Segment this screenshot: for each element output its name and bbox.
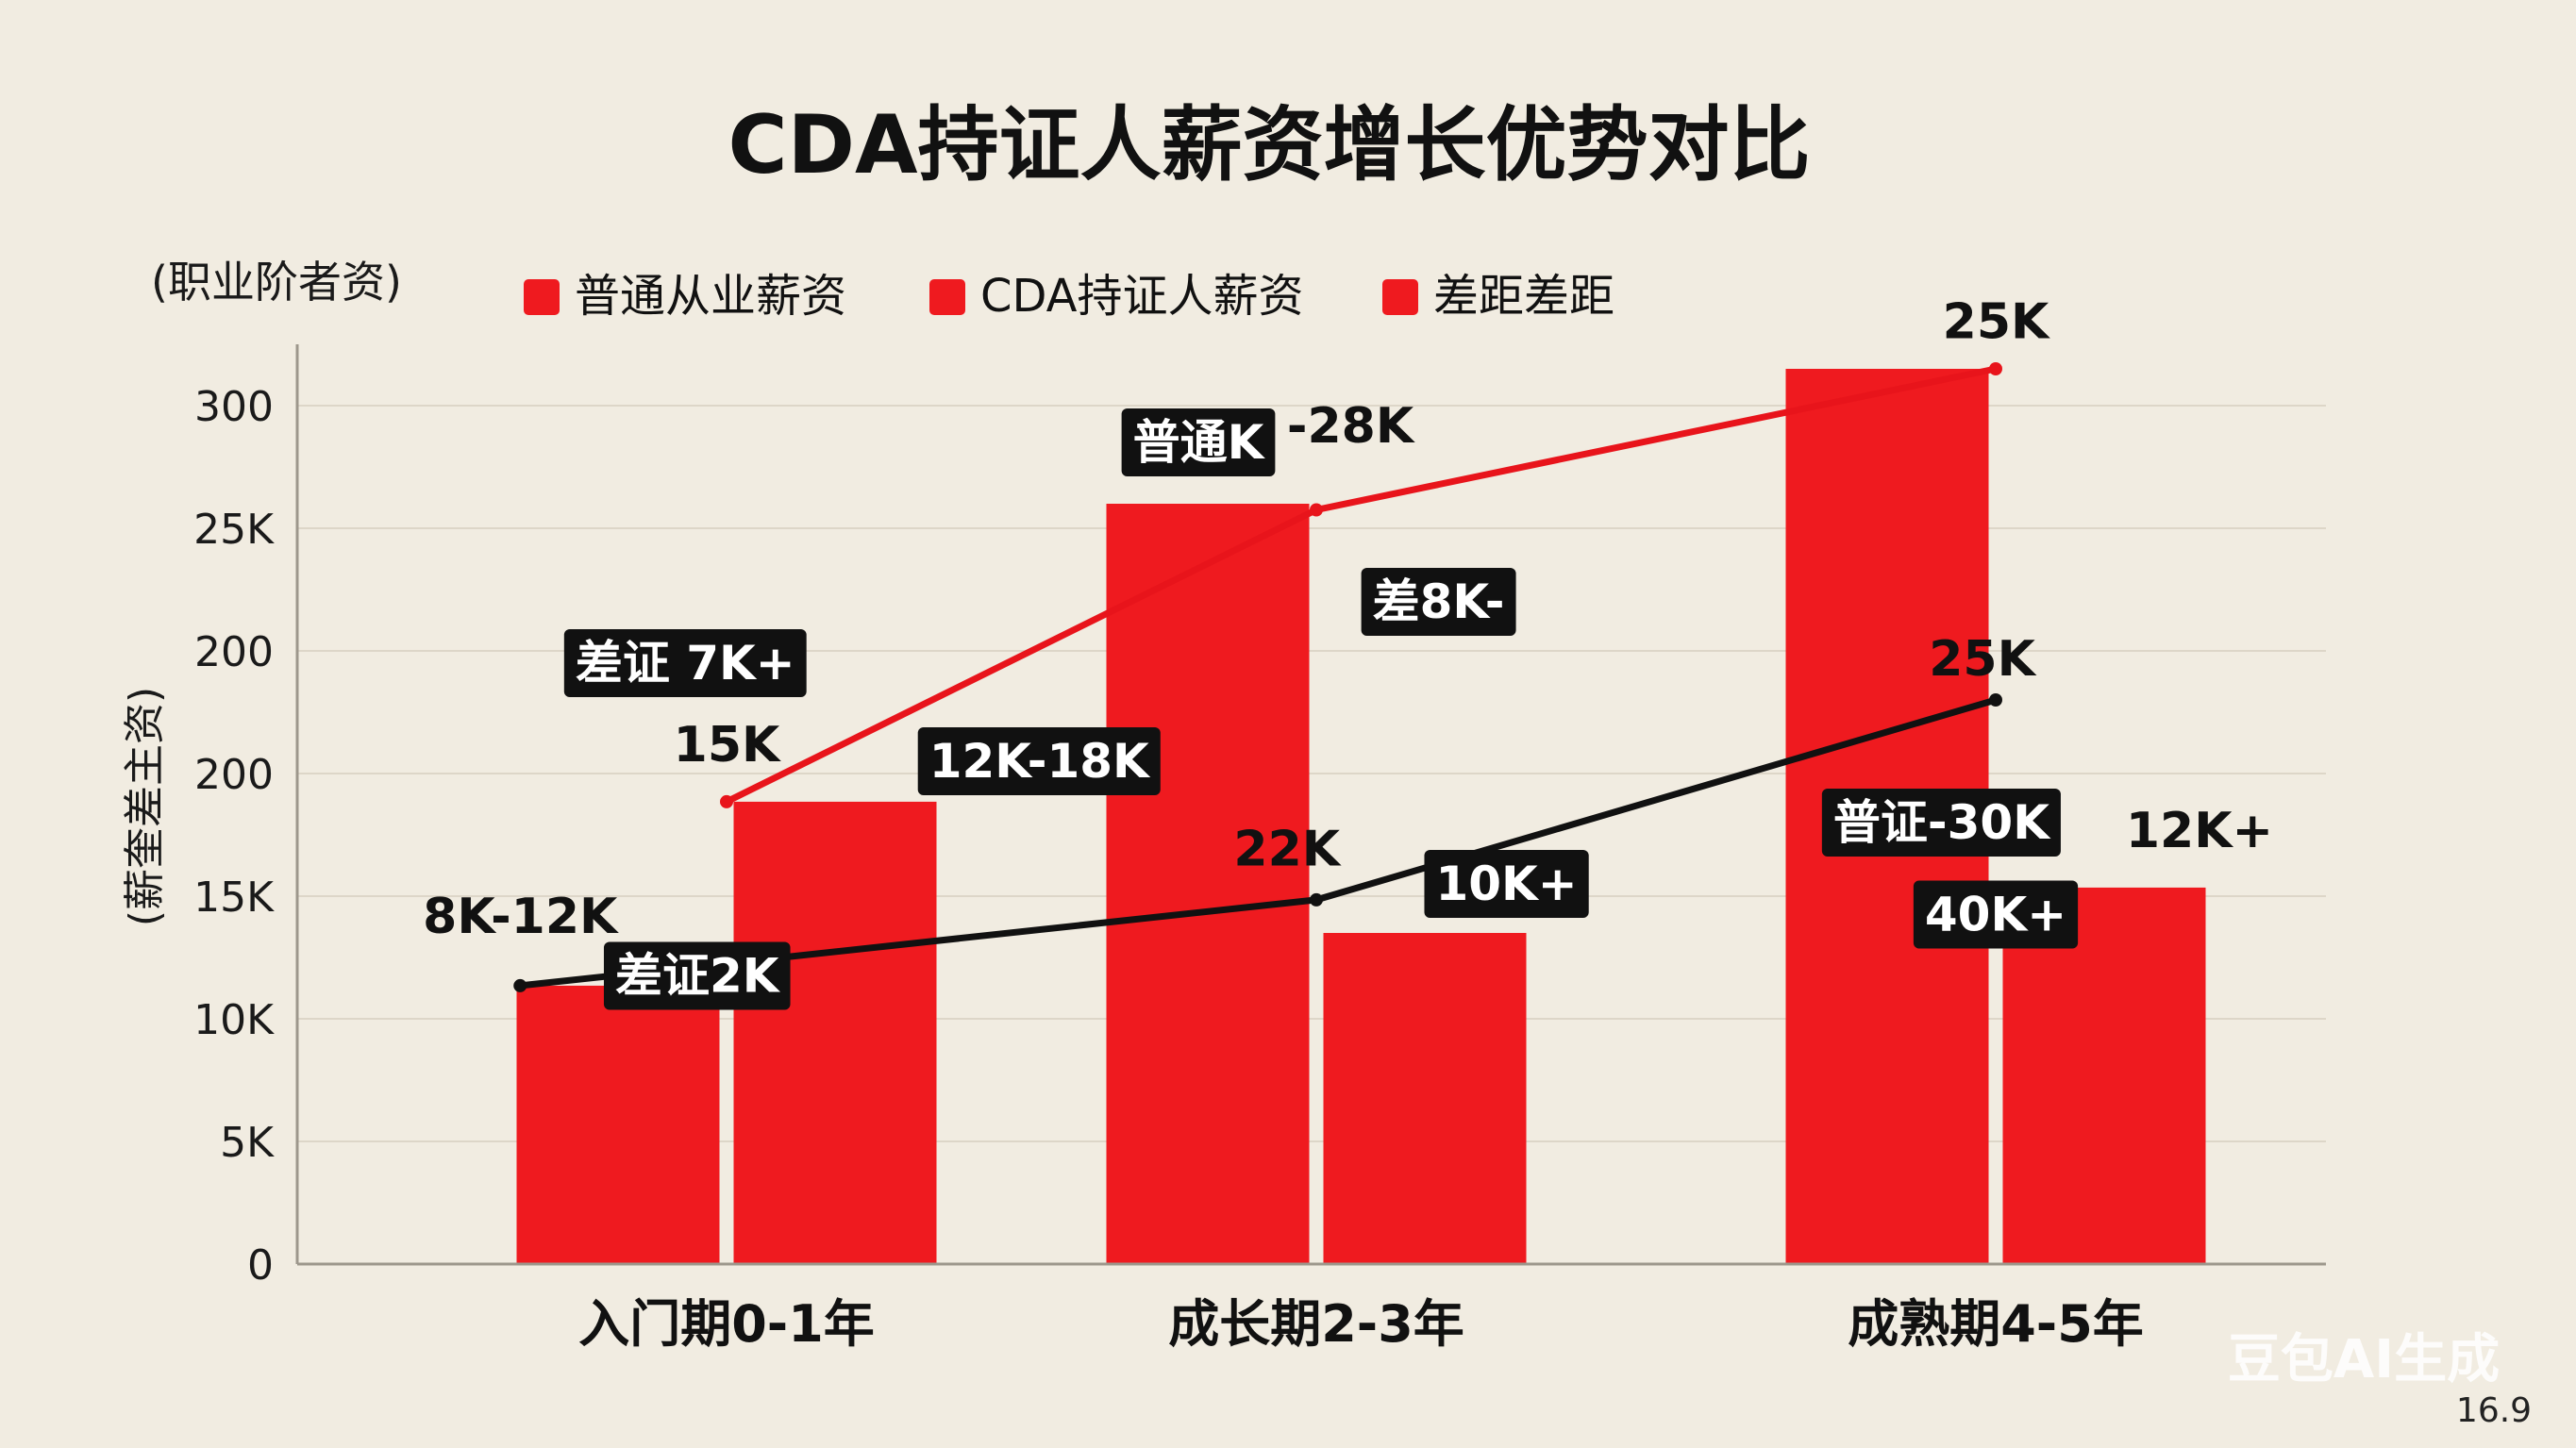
y-axis-side-label: (薪奎差主资) — [121, 687, 169, 926]
annotation-tag: 普证-30K — [1821, 789, 2061, 857]
y-axis-top-label: (职业阶者资) — [151, 257, 402, 308]
x-category-label: 入门期0-1年 — [578, 1294, 875, 1354]
bar — [1323, 933, 1527, 1264]
data-label: 12K+ — [2126, 803, 2273, 859]
annotation-tag-text: 差8K- — [1373, 574, 1505, 629]
y-tick-label: 300 — [194, 383, 274, 431]
x-category-label: 成熟期4-5年 — [1848, 1294, 2144, 1354]
y-tick-label: 10K — [193, 996, 275, 1044]
annotation-tag-bg — [1361, 568, 1516, 636]
bar — [2002, 887, 2206, 1264]
data-label: 22K — [1233, 822, 1341, 878]
y-tick-label: 200 — [194, 628, 274, 676]
legend-entry: 普通从业薪资 — [575, 270, 846, 323]
line-point — [1989, 693, 2002, 707]
category-labels: 入门期0-1年 成长期2-3年 成熟期4-5年 — [578, 1294, 2144, 1354]
annotation-tags: 差证 7K+ 12K-18K 普通K 差8K- 10K+ 差证2K 普证-30K 40K+ — [563, 408, 2079, 1010]
annotation-tag: 差证 7K+ — [563, 629, 807, 697]
annotation-tag-text: 差证 7K+ — [576, 636, 795, 691]
data-label: -28K — [1287, 398, 1415, 455]
annotation-tag-bg — [1913, 880, 2079, 949]
line-point — [1989, 362, 2002, 375]
annotation-tag-bg — [603, 941, 791, 1010]
legend-swatch — [524, 279, 560, 315]
y-tick-label: 0 — [247, 1241, 274, 1290]
annotation-tag-bg — [1821, 789, 2061, 857]
y-tick-label: 25K — [193, 506, 275, 554]
line-point — [1310, 892, 1323, 907]
data-label: 25K — [1943, 294, 2050, 351]
annotation-tag-text: 差证2K — [615, 949, 781, 1004]
y-tick-label: 5K — [220, 1119, 275, 1167]
data-labels: 15K 8K-12K -28K 22K 25K 25K 12K+ — [423, 294, 2273, 946]
annotation-tag: 差证2K — [603, 941, 791, 1010]
legend-entry: 差距差距 — [1433, 270, 1614, 323]
annotation-tag-text: 10K+ — [1435, 857, 1577, 911]
annotation-tag-bg — [1424, 850, 1589, 918]
bar — [1106, 504, 1310, 1264]
legend-swatch — [1382, 279, 1418, 315]
bar — [516, 985, 720, 1264]
data-label: 25K — [1929, 631, 2036, 688]
annotation-tag: 普通K — [1121, 408, 1276, 476]
legend-entry: CDA持证人薪资 — [980, 270, 1303, 323]
annotation-tag-text: 40K+ — [1925, 888, 2066, 942]
line-point — [720, 794, 733, 808]
y-tick-label: 15K — [193, 874, 275, 922]
bar — [733, 801, 937, 1264]
annotation-tag: 12K-18K — [917, 727, 1161, 795]
annotation-tag: 40K+ — [1913, 880, 2079, 949]
legend: 普通从业薪资 CDA持证人薪资 差距差距 — [524, 270, 1614, 323]
y-tick-labels: 0 5K 10K 15K 200 200 25K 300 — [193, 383, 275, 1290]
annotation-tag: 差8K- — [1361, 568, 1516, 636]
annotation-tag-bg — [917, 727, 1161, 795]
aspect-ratio-label: 16.9 — [2456, 1391, 2532, 1430]
legend-swatch — [929, 279, 965, 315]
annotation-tag-bg — [1121, 408, 1276, 476]
line-point — [1310, 503, 1323, 517]
chart-title: CDA持证人薪资增长优势对比 — [728, 98, 1810, 192]
annotation-tag-text: 普证-30K — [1833, 795, 2051, 850]
annotation-tag-bg — [563, 629, 807, 697]
y-tick-label: 200 — [194, 751, 274, 799]
annotation-tag-text: 12K-18K — [929, 734, 1151, 789]
x-category-label: 成长期2-3年 — [1168, 1294, 1464, 1354]
watermark: 豆包AI生成 — [2228, 1329, 2500, 1390]
bars — [516, 369, 2206, 1264]
line-point — [513, 978, 527, 992]
data-label: 8K-12K — [423, 889, 619, 945]
annotation-tag: 10K+ — [1424, 850, 1589, 918]
data-label: 15K — [674, 717, 781, 774]
annotation-tag-text: 普通K — [1133, 415, 1266, 470]
